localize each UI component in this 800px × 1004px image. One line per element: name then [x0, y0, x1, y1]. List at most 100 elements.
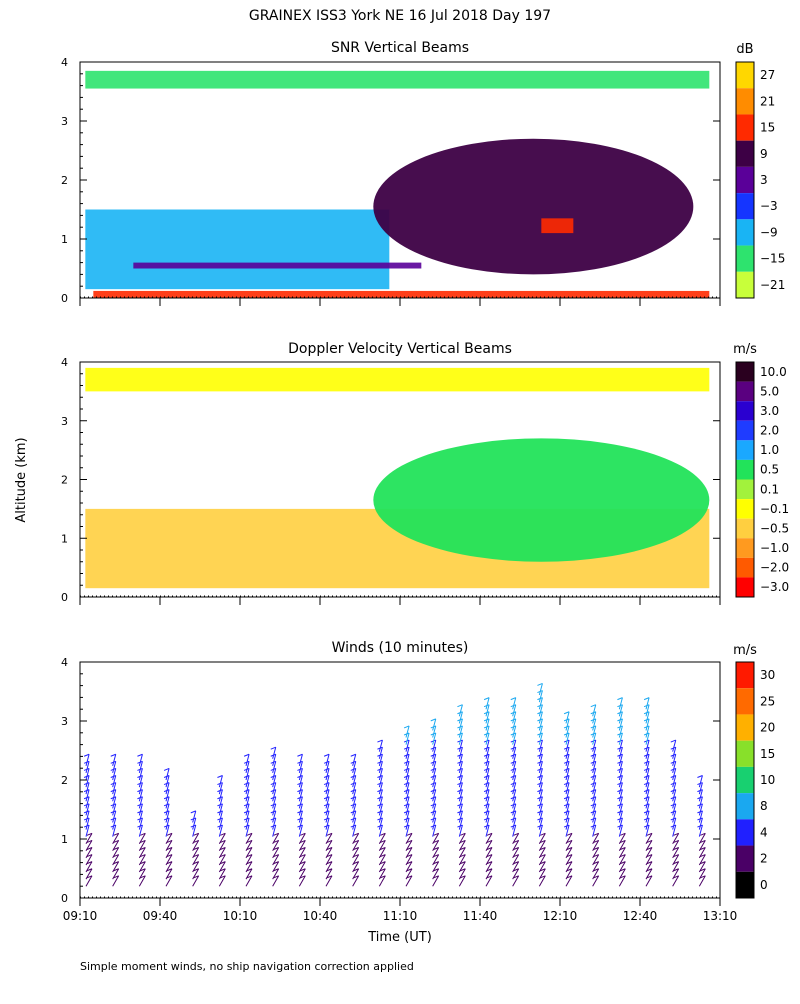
wind-barb	[432, 854, 440, 866]
winds-panel-title: Winds (10 minutes)	[332, 640, 469, 656]
wind-barb-flag	[460, 832, 466, 836]
wind-barb	[112, 824, 117, 837]
wind-barb	[565, 732, 570, 745]
wind-barb	[618, 711, 623, 724]
wind-barb	[618, 732, 623, 745]
wind-barb	[432, 754, 437, 766]
wind-barb	[618, 796, 623, 809]
wind-barb	[618, 747, 623, 759]
wind-barb	[245, 761, 250, 774]
wind-barb	[538, 761, 543, 774]
wind-barb	[565, 824, 570, 837]
wind-barb	[378, 847, 386, 859]
wind-barb-flag	[566, 868, 573, 872]
y-tick-label: 1	[61, 833, 68, 846]
wind-barb	[192, 833, 200, 844]
wind-barb	[245, 833, 253, 844]
wind-barb	[432, 739, 437, 752]
data-region-2	[133, 262, 422, 269]
wind-barb	[85, 833, 93, 844]
wind-barb	[485, 833, 493, 844]
wind-barb-flag	[620, 832, 626, 836]
wind-barb	[565, 875, 573, 887]
wind-barb	[672, 775, 677, 788]
wind-barb	[165, 847, 173, 859]
wind-barb	[85, 775, 90, 788]
wind-barb	[352, 817, 357, 830]
wind-barb	[565, 768, 570, 781]
wind-barb	[85, 840, 93, 852]
wind-barb-flag	[486, 832, 493, 836]
wind-barb	[512, 725, 517, 738]
wind-barb	[245, 861, 253, 873]
wind-barb	[432, 796, 437, 809]
wind-barb-flag	[433, 847, 439, 850]
data-region-5	[541, 218, 574, 234]
wind-barb	[565, 833, 573, 844]
wind-barb	[565, 718, 570, 731]
data-region-1	[85, 209, 390, 290]
doppler-panel-title: Doppler Velocity Vertical Beams	[288, 341, 512, 357]
wind-barb	[565, 775, 570, 788]
wind-barb	[325, 817, 330, 830]
wind-barb	[352, 810, 357, 823]
wind-barb-flag	[246, 861, 253, 865]
wind-barb	[565, 847, 573, 859]
wind-barb	[192, 810, 197, 823]
wind-barb	[352, 803, 357, 816]
wind-barb	[272, 840, 280, 852]
wind-barb	[272, 747, 277, 759]
colorbar-label: 2.0	[760, 424, 779, 438]
wind-barb	[565, 854, 573, 866]
wind-barb-flag	[270, 746, 276, 750]
wind-barb-flag	[593, 847, 599, 850]
wind-barb	[672, 761, 677, 774]
wind-barb	[618, 789, 623, 802]
wind-barb	[378, 861, 386, 873]
wind-barb	[405, 875, 413, 887]
colorbar-swatch	[736, 62, 754, 89]
wind-barb	[112, 754, 117, 766]
wind-barb-flag	[193, 839, 199, 843]
wind-barb	[325, 875, 333, 887]
wind-barb	[672, 810, 677, 823]
wind-barb	[538, 725, 543, 738]
y-tick-label: 1	[61, 233, 68, 246]
wind-barb	[272, 768, 277, 781]
wind-barb	[245, 847, 253, 859]
wind-barb-flag	[566, 847, 573, 850]
wind-barb	[165, 768, 170, 781]
wind-barb	[458, 761, 463, 774]
wind-barb	[325, 847, 333, 859]
wind-barb-flag	[620, 868, 626, 872]
wind-barb	[325, 824, 330, 837]
wind-barb-flag	[86, 861, 93, 865]
wind-barb	[85, 810, 90, 823]
wind-barb	[458, 803, 463, 816]
wind-barb	[405, 747, 410, 759]
wind-barb	[138, 761, 143, 774]
wind-barb	[485, 768, 490, 781]
wind-barb	[565, 739, 570, 752]
wind-barb-flag	[220, 868, 226, 872]
wind-barb	[405, 732, 410, 745]
wind-barb	[378, 840, 386, 852]
wind-barb	[565, 817, 570, 830]
wind-barb	[485, 775, 490, 788]
wind-barb-flag	[406, 839, 413, 843]
wind-barb	[85, 861, 93, 873]
wind-barb	[565, 810, 570, 823]
wind-barb	[298, 854, 306, 866]
wind-barb-flag	[460, 839, 466, 843]
wind-barb	[165, 868, 173, 880]
wind-barb-flag	[620, 839, 626, 843]
wind-barb-flag	[700, 832, 706, 836]
wind-barb	[352, 775, 357, 788]
wind-barb	[698, 868, 706, 880]
wind-barb	[592, 796, 597, 809]
wind-barb	[325, 775, 330, 788]
wind-barb	[512, 711, 517, 724]
wind-barb	[538, 833, 546, 844]
wind-barb	[325, 761, 330, 774]
wind-barb	[618, 847, 626, 859]
